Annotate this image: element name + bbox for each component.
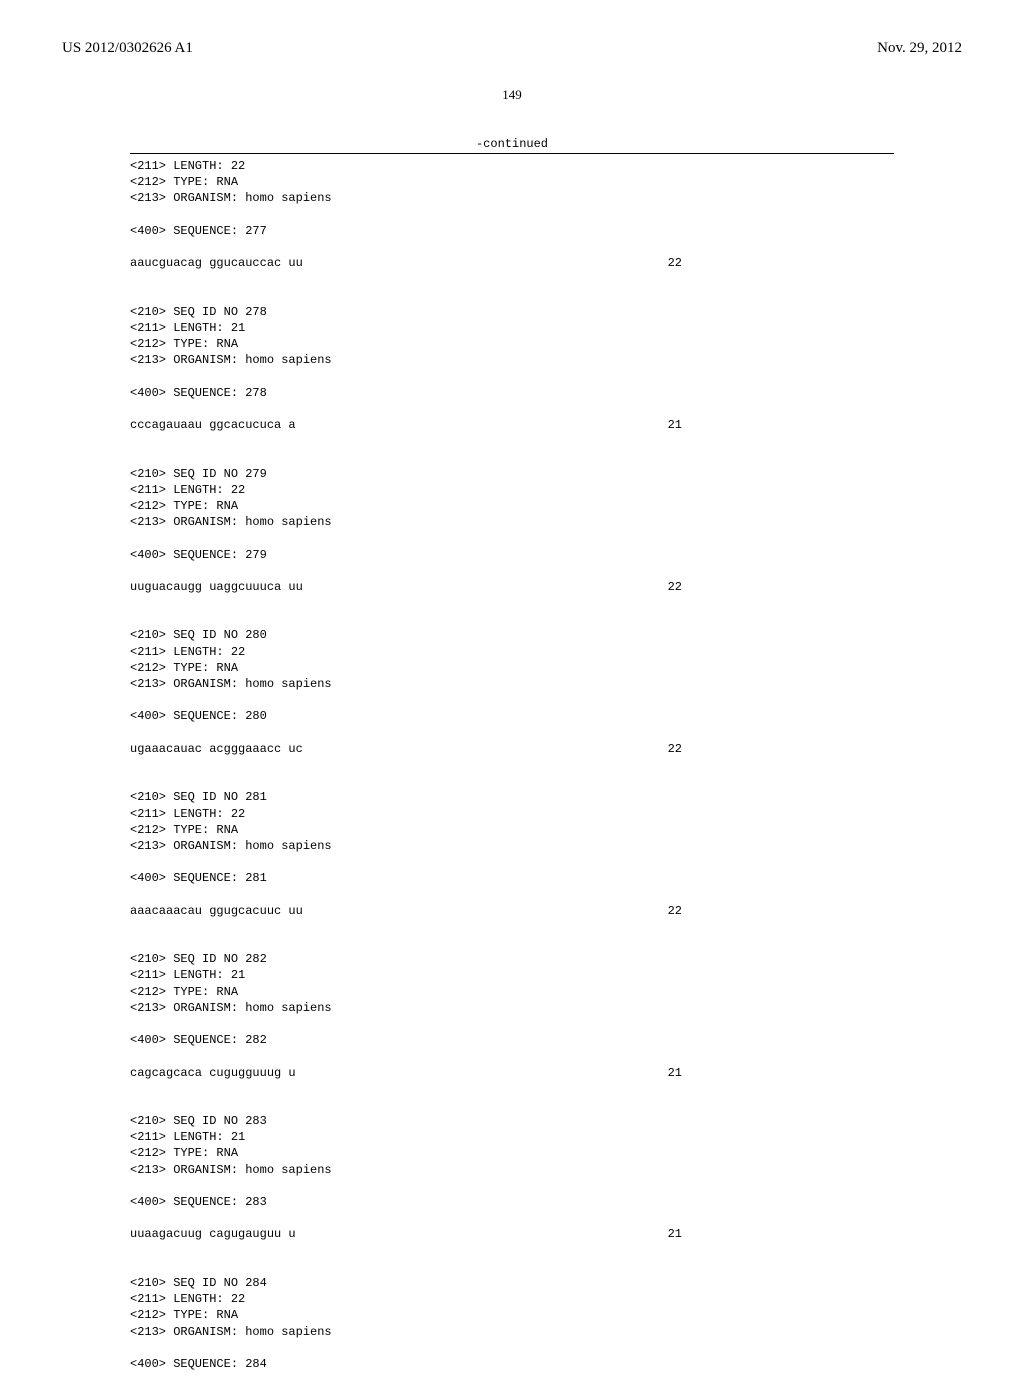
blank-line xyxy=(130,368,894,384)
sequence-text: aaacaaacau ggugcacuuc uu xyxy=(130,903,303,919)
page-number: 149 xyxy=(0,87,1024,103)
seq-header-line: <211> LENGTH: 22 xyxy=(130,806,894,822)
seq-label: <400> SEQUENCE: 281 xyxy=(130,870,894,886)
blank-line xyxy=(130,1048,894,1064)
seq-header-line: <211> LENGTH: 21 xyxy=(130,967,894,983)
blank-line xyxy=(130,725,894,741)
sequence-listing: <211> LENGTH: 22<212> TYPE: RNA<213> ORG… xyxy=(0,154,1024,1388)
blank-line xyxy=(130,935,894,951)
seq-header-line: <212> TYPE: RNA xyxy=(130,822,894,838)
seq-label: <400> SEQUENCE: 283 xyxy=(130,1194,894,1210)
blank-line xyxy=(130,1243,894,1259)
seq-header-line: <210> SEQ ID NO 280 xyxy=(130,627,894,643)
sequence-count: 22 xyxy=(668,255,894,271)
blank-line xyxy=(130,1178,894,1194)
seq-header-line: <213> ORGANISM: homo sapiens xyxy=(130,190,894,206)
sequence-line: cagcagcaca cugugguuug u 21 xyxy=(130,1065,894,1081)
seq-label: <400> SEQUENCE: 277 xyxy=(130,223,894,239)
seq-header-line: <212> TYPE: RNA xyxy=(130,174,894,190)
sequence-count: 21 xyxy=(668,1226,894,1242)
sequence-line: uuaagacuug cagugauguu u 21 xyxy=(130,1226,894,1242)
seq-header-line: <211> LENGTH: 22 xyxy=(130,158,894,174)
blank-line xyxy=(130,1016,894,1032)
sequence-count: 21 xyxy=(668,1065,894,1081)
sequence-line: uuguacaugg uaggcuuuca uu 22 xyxy=(130,579,894,595)
blank-line xyxy=(130,271,894,287)
continued-label: -continued xyxy=(0,137,1024,151)
blank-line xyxy=(130,1340,894,1356)
seq-header-line: <210> SEQ ID NO 278 xyxy=(130,304,894,320)
blank-line xyxy=(130,1210,894,1226)
seq-header-line: <210> SEQ ID NO 282 xyxy=(130,951,894,967)
seq-header-line: <211> LENGTH: 21 xyxy=(130,320,894,336)
seq-header-line: <213> ORGANISM: homo sapiens xyxy=(130,352,894,368)
blank-line xyxy=(130,1259,894,1275)
sequence-line: aaacaaacau ggugcacuuc uu 22 xyxy=(130,903,894,919)
sequence-text: uuguacaugg uaggcuuuca uu xyxy=(130,579,303,595)
seq-header-line: <211> LENGTH: 22 xyxy=(130,1291,894,1307)
sequence-text: uuaagacuug cagugauguu u xyxy=(130,1226,296,1242)
sequence-text: cagcagcaca cugugguuug u xyxy=(130,1065,296,1081)
seq-label: <400> SEQUENCE: 278 xyxy=(130,385,894,401)
blank-line xyxy=(130,207,894,223)
blank-line xyxy=(130,757,894,773)
sequence-count: 22 xyxy=(668,903,894,919)
blank-line xyxy=(130,1081,894,1097)
seq-label: <400> SEQUENCE: 282 xyxy=(130,1032,894,1048)
blank-line xyxy=(130,773,894,789)
seq-header-line: <210> SEQ ID NO 279 xyxy=(130,466,894,482)
seq-header-line: <210> SEQ ID NO 281 xyxy=(130,789,894,805)
seq-header-line: <212> TYPE: RNA xyxy=(130,660,894,676)
seq-header-line: <211> LENGTH: 22 xyxy=(130,644,894,660)
seq-header-line: <213> ORGANISM: homo sapiens xyxy=(130,514,894,530)
sequence-line: aaucguacag ggucauccac uu 22 xyxy=(130,255,894,271)
sequence-count: 22 xyxy=(668,741,894,757)
seq-header-line: <210> SEQ ID NO 284 xyxy=(130,1275,894,1291)
seq-header-line: <213> ORGANISM: homo sapiens xyxy=(130,676,894,692)
sequence-count: 21 xyxy=(668,417,894,433)
seq-header-line: <212> TYPE: RNA xyxy=(130,1145,894,1161)
seq-header-line: <210> SEQ ID NO 283 xyxy=(130,1113,894,1129)
sequence-count: 22 xyxy=(668,579,894,595)
seq-header-line: <212> TYPE: RNA xyxy=(130,498,894,514)
seq-label: <400> SEQUENCE: 284 xyxy=(130,1356,894,1372)
blank-line xyxy=(130,854,894,870)
blank-line xyxy=(130,611,894,627)
blank-line xyxy=(130,919,894,935)
sequence-text: cccagauaau ggcacucuca a xyxy=(130,417,296,433)
seq-header-line: <213> ORGANISM: homo sapiens xyxy=(130,1000,894,1016)
seq-header-line: <211> LENGTH: 21 xyxy=(130,1129,894,1145)
seq-header-line: <211> LENGTH: 22 xyxy=(130,482,894,498)
seq-header-line: <212> TYPE: RNA xyxy=(130,1307,894,1323)
blank-line xyxy=(130,288,894,304)
page-header: US 2012/0302626 A1 Nov. 29, 2012 xyxy=(0,0,1024,57)
sequence-text: aaucguacag ggucauccac uu xyxy=(130,255,303,271)
sequence-text: ugaaacauac acgggaaacc uc xyxy=(130,741,303,757)
seq-label: <400> SEQUENCE: 279 xyxy=(130,547,894,563)
seq-label: <400> SEQUENCE: 280 xyxy=(130,708,894,724)
blank-line xyxy=(130,692,894,708)
blank-line xyxy=(130,401,894,417)
blank-line xyxy=(130,886,894,902)
publication-number: US 2012/0302626 A1 xyxy=(62,40,193,57)
publication-date: Nov. 29, 2012 xyxy=(877,40,962,57)
seq-header-line: <213> ORGANISM: homo sapiens xyxy=(130,838,894,854)
sequence-line: cccagauaau ggcacucuca a 21 xyxy=(130,417,894,433)
seq-header-line: <213> ORGANISM: homo sapiens xyxy=(130,1162,894,1178)
blank-line xyxy=(130,530,894,546)
blank-line xyxy=(130,1372,894,1388)
blank-line xyxy=(130,595,894,611)
seq-header-line: <213> ORGANISM: homo sapiens xyxy=(130,1324,894,1340)
blank-line xyxy=(130,563,894,579)
blank-line xyxy=(130,239,894,255)
seq-header-line: <212> TYPE: RNA xyxy=(130,336,894,352)
seq-header-line: <212> TYPE: RNA xyxy=(130,984,894,1000)
sequence-line: ugaaacauac acgggaaacc uc 22 xyxy=(130,741,894,757)
blank-line xyxy=(130,449,894,465)
blank-line xyxy=(130,433,894,449)
blank-line xyxy=(130,1097,894,1113)
